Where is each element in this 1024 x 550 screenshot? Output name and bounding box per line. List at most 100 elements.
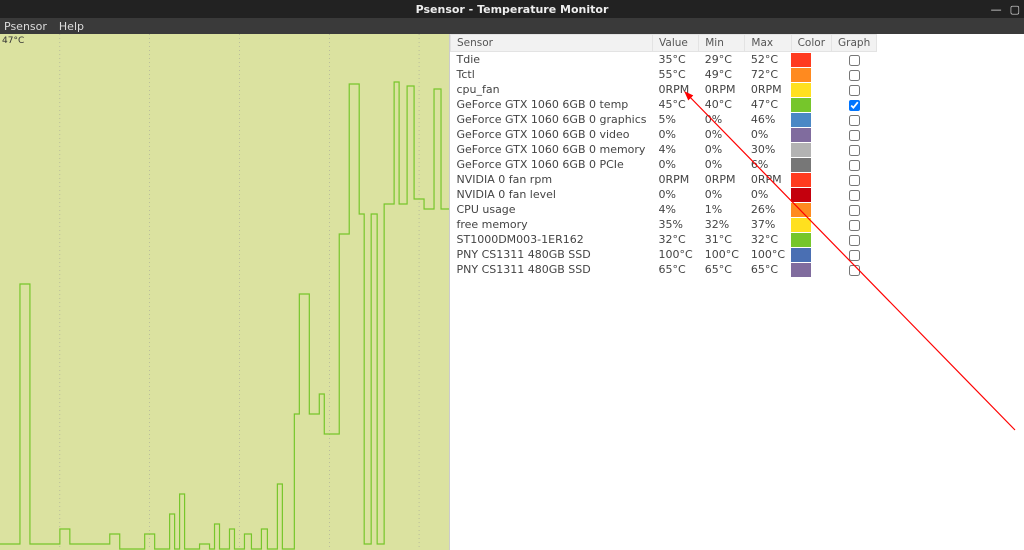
table-row[interactable]: PNY CS1311 480GB SSD100°C100°C100°C: [451, 247, 877, 262]
cell-max: 100°C: [745, 247, 791, 262]
cell-graph-toggle[interactable]: [832, 127, 877, 142]
cell-color[interactable]: [791, 247, 831, 262]
graph-checkbox[interactable]: [849, 250, 860, 261]
graph-checkbox[interactable]: [849, 70, 860, 81]
cell-sensor: cpu_fan: [451, 82, 653, 97]
cell-value: 45°C: [653, 97, 699, 112]
table-row[interactable]: GeForce GTX 1060 6GB 0 video0%0%0%: [451, 127, 877, 142]
table-row[interactable]: PNY CS1311 480GB SSD65°C65°C65°C: [451, 262, 877, 277]
table-row[interactable]: GeForce GTX 1060 6GB 0 PCIe0%0%6%: [451, 157, 877, 172]
col-value[interactable]: Value: [653, 35, 699, 52]
cell-graph-toggle[interactable]: [832, 67, 877, 82]
cell-color[interactable]: [791, 262, 831, 277]
graph-checkbox[interactable]: [849, 190, 860, 201]
cell-graph-toggle[interactable]: [832, 157, 877, 172]
cell-color[interactable]: [791, 67, 831, 82]
graph-checkbox[interactable]: [849, 100, 860, 111]
cell-graph-toggle[interactable]: [832, 187, 877, 202]
graph-checkbox[interactable]: [849, 85, 860, 96]
table-row[interactable]: NVIDIA 0 fan level0%0%0%: [451, 187, 877, 202]
cell-graph-toggle[interactable]: [832, 247, 877, 262]
graph-checkbox[interactable]: [849, 175, 860, 186]
graph-checkbox[interactable]: [849, 130, 860, 141]
cell-max: 47°C: [745, 97, 791, 112]
cell-max: 26%: [745, 202, 791, 217]
cell-graph-toggle[interactable]: [832, 172, 877, 187]
cell-color[interactable]: [791, 97, 831, 112]
table-row[interactable]: NVIDIA 0 fan rpm0RPM0RPM0RPM: [451, 172, 877, 187]
cell-value: 35%: [653, 217, 699, 232]
cell-value: 0%: [653, 157, 699, 172]
table-row[interactable]: CPU usage4%1%26%: [451, 202, 877, 217]
cell-value: 4%: [653, 142, 699, 157]
cell-max: 0%: [745, 127, 791, 142]
cell-color[interactable]: [791, 82, 831, 97]
cell-max: 6%: [745, 157, 791, 172]
cell-graph-toggle[interactable]: [832, 262, 877, 277]
cell-value: 0%: [653, 187, 699, 202]
table-row[interactable]: cpu_fan0RPM0RPM0RPM: [451, 82, 877, 97]
graph-checkbox[interactable]: [849, 265, 860, 276]
cell-max: 30%: [745, 142, 791, 157]
col-color[interactable]: Color: [791, 35, 831, 52]
graph-checkbox[interactable]: [849, 115, 860, 126]
col-sensor[interactable]: Sensor: [451, 35, 653, 52]
minimize-icon[interactable]: —: [991, 3, 1002, 16]
col-max[interactable]: Max: [745, 35, 791, 52]
cell-graph-toggle[interactable]: [832, 52, 877, 68]
cell-value: 55°C: [653, 67, 699, 82]
cell-sensor: NVIDIA 0 fan level: [451, 187, 653, 202]
cell-max: 32°C: [745, 232, 791, 247]
cell-color[interactable]: [791, 217, 831, 232]
table-row[interactable]: GeForce GTX 1060 6GB 0 memory4%0%30%: [451, 142, 877, 157]
cell-graph-toggle[interactable]: [832, 202, 877, 217]
cell-value: 5%: [653, 112, 699, 127]
cell-min: 0%: [699, 112, 745, 127]
cell-color[interactable]: [791, 112, 831, 127]
graph-checkbox[interactable]: [849, 55, 860, 66]
table-row[interactable]: Tdie35°C29°C52°C: [451, 52, 877, 68]
cell-color[interactable]: [791, 187, 831, 202]
cell-max: 0RPM: [745, 172, 791, 187]
cell-min: 65°C: [699, 262, 745, 277]
table-row[interactable]: ST1000DM003-1ER16232°C31°C32°C: [451, 232, 877, 247]
cell-graph-toggle[interactable]: [832, 97, 877, 112]
graph-checkbox[interactable]: [849, 205, 860, 216]
cell-color[interactable]: [791, 157, 831, 172]
cell-min: 1%: [699, 202, 745, 217]
cell-color[interactable]: [791, 52, 831, 68]
col-graph[interactable]: Graph: [832, 35, 877, 52]
cell-sensor: GeForce GTX 1060 6GB 0 PCIe: [451, 157, 653, 172]
graph-checkbox[interactable]: [849, 220, 860, 231]
table-row[interactable]: GeForce GTX 1060 6GB 0 graphics5%0%46%: [451, 112, 877, 127]
cell-sensor: Tdie: [451, 52, 653, 68]
cell-max: 0RPM: [745, 82, 791, 97]
cell-sensor: CPU usage: [451, 202, 653, 217]
cell-graph-toggle[interactable]: [832, 82, 877, 97]
graph-checkbox[interactable]: [849, 235, 860, 246]
cell-min: 32%: [699, 217, 745, 232]
cell-color[interactable]: [791, 232, 831, 247]
cell-color[interactable]: [791, 127, 831, 142]
cell-color[interactable]: [791, 202, 831, 217]
cell-graph-toggle[interactable]: [832, 112, 877, 127]
cell-min: 0%: [699, 187, 745, 202]
menu-psensor[interactable]: Psensor: [4, 20, 47, 33]
graph-checkbox[interactable]: [849, 160, 860, 171]
cell-color[interactable]: [791, 142, 831, 157]
cell-min: 0%: [699, 127, 745, 142]
cell-sensor: free memory: [451, 217, 653, 232]
cell-color[interactable]: [791, 172, 831, 187]
cell-graph-toggle[interactable]: [832, 232, 877, 247]
menu-help[interactable]: Help: [59, 20, 84, 33]
table-row[interactable]: free memory35%32%37%: [451, 217, 877, 232]
cell-graph-toggle[interactable]: [832, 142, 877, 157]
maximize-icon[interactable]: ▢: [1010, 3, 1020, 16]
table-row[interactable]: GeForce GTX 1060 6GB 0 temp45°C40°C47°C: [451, 97, 877, 112]
cell-graph-toggle[interactable]: [832, 217, 877, 232]
graph-checkbox[interactable]: [849, 145, 860, 156]
col-min[interactable]: Min: [699, 35, 745, 52]
cell-value: 35°C: [653, 52, 699, 68]
table-row[interactable]: Tctl55°C49°C72°C: [451, 67, 877, 82]
cell-value: 4%: [653, 202, 699, 217]
